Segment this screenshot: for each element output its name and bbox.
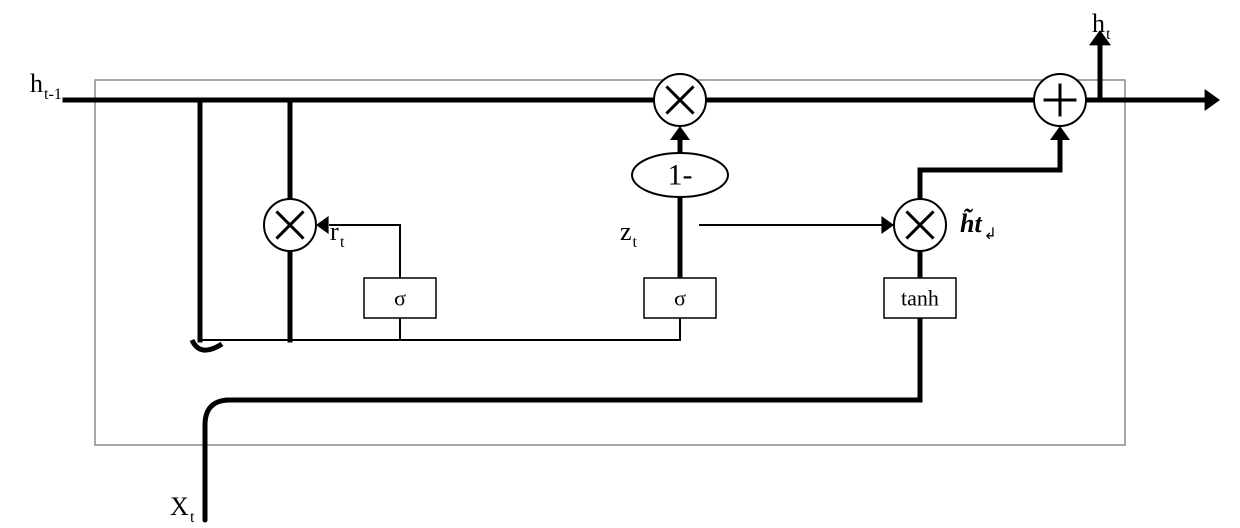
- label-h-tilde-sub: ↲: [983, 226, 997, 243]
- label-h-prev-main: h: [30, 69, 43, 98]
- label-zt: zt: [620, 217, 638, 251]
- arrowhead: [1205, 89, 1220, 111]
- one-minus-label: 1-: [668, 159, 693, 192]
- label-h-prev: ht-1: [30, 69, 62, 103]
- xt-entry: [205, 400, 230, 520]
- cell-box: [95, 80, 1125, 445]
- label-x-in-main: X: [170, 492, 189, 521]
- label-zt-sub: t: [633, 234, 638, 251]
- label-h-tilde: h̃t↲: [960, 208, 997, 243]
- label-x-in-sub: t: [190, 509, 195, 526]
- label-h-out-main: h: [1092, 9, 1105, 38]
- xt-kink: [192, 340, 222, 350]
- sigma-r-box-label: σ: [394, 286, 406, 311]
- label-rt: rt: [330, 217, 345, 251]
- arrowhead: [1050, 126, 1070, 140]
- arrowhead: [670, 126, 690, 140]
- label-zt-main: z: [620, 217, 632, 246]
- arrowhead: [881, 216, 894, 234]
- label-h-prev-sub: t-1: [44, 86, 62, 103]
- label-rt-main: r: [330, 217, 339, 246]
- label-h-out: ht: [1092, 9, 1111, 43]
- label-h-tilde-main: h̃t: [960, 208, 982, 238]
- label-x-in: Xt: [170, 492, 195, 526]
- tanh-box-label: tanh: [901, 286, 939, 311]
- label-h-out-sub: t: [1106, 26, 1111, 43]
- sigma-z-box-label: σ: [674, 286, 686, 311]
- arrowhead: [316, 216, 329, 234]
- label-rt-sub: t: [340, 234, 345, 251]
